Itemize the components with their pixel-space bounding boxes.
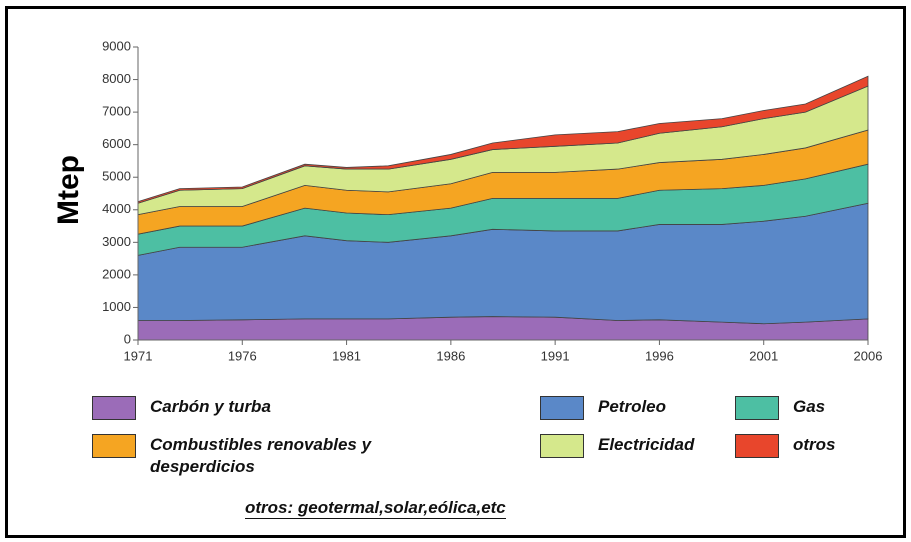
x-tick-label: 1991 — [541, 348, 570, 363]
y-axis-label: Mtep — [52, 155, 85, 225]
x-tick-label: 1981 — [332, 348, 361, 363]
area — [137, 75, 869, 204]
legend-swatch — [735, 396, 779, 420]
legend-swatch — [540, 396, 584, 420]
y-tick-label: 8000 — [102, 71, 131, 86]
y-tick-label: 9000 — [102, 38, 131, 53]
legend-label: otros — [793, 435, 836, 454]
y-tick-label: 2000 — [102, 266, 131, 281]
legend-swatch — [92, 434, 136, 458]
x-tick-label: 1996 — [645, 348, 674, 363]
legend-item: Carbón y turba — [92, 396, 512, 420]
footnote: otros: geotermal,solar,eólica,etc — [245, 498, 506, 519]
legend-item: Gas — [735, 396, 885, 420]
legend-swatch — [540, 434, 584, 458]
x-tick-label: 2006 — [854, 348, 883, 363]
legend-label: Gas — [793, 397, 826, 416]
x-tick-label: 1986 — [436, 348, 465, 363]
y-tick-label: 4000 — [102, 201, 131, 216]
x-tick-label: 1976 — [228, 348, 257, 363]
legend-label: Carbón y turba — [150, 397, 271, 416]
y-tick-label: 7000 — [102, 104, 131, 119]
frame — [5, 6, 906, 538]
legend-item: Electricidad — [540, 434, 730, 458]
y-tick-label: 6000 — [102, 136, 131, 151]
legend-label: Electricidad — [598, 435, 695, 454]
legend-item: otros — [735, 434, 885, 458]
legend-item: Petroleo — [540, 396, 720, 420]
x-tick-label: 1971 — [124, 348, 153, 363]
y-tick-label: 5000 — [102, 169, 131, 184]
y-tick-label: 3000 — [102, 234, 131, 249]
x-tick-label: 2001 — [749, 348, 778, 363]
legend-label: Combustibles renovables y desperdicios — [150, 435, 372, 476]
legend-item: Combustibles renovables y desperdicios — [92, 434, 492, 478]
legend-label: Petroleo — [598, 397, 667, 416]
y-tick-label: 1000 — [102, 299, 131, 314]
legend-swatch — [92, 396, 136, 420]
y-tick-label: 0 — [124, 331, 131, 346]
legend-swatch — [735, 434, 779, 458]
